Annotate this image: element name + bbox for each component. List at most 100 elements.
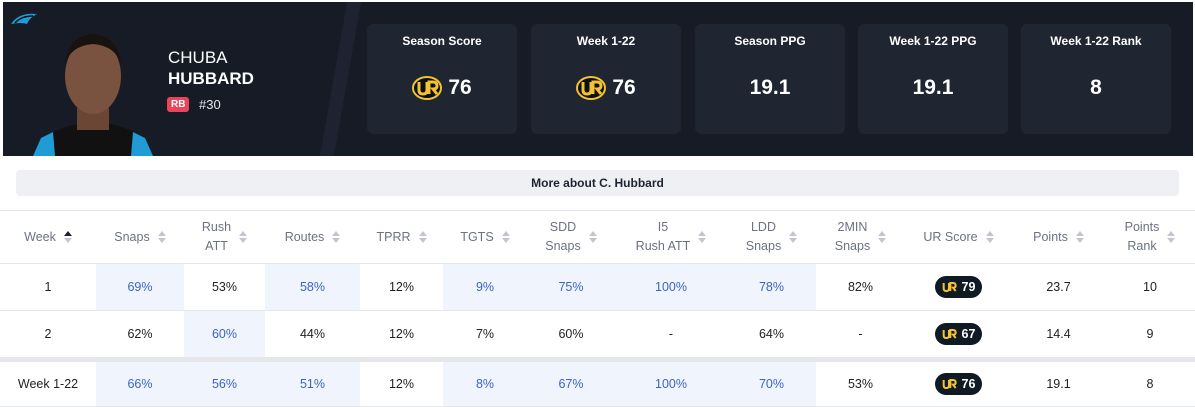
table-cell: 62% xyxy=(96,310,184,360)
sort-icon xyxy=(1167,231,1176,243)
header-inner: 2MIN Snaps xyxy=(835,218,887,256)
player-header: CHUBA HUBBARD RB #30 Season Score 76 Week … xyxy=(3,2,1193,156)
sort-icon xyxy=(332,231,341,243)
stat-label: Week 1-22 xyxy=(576,34,636,48)
column-header[interactable]: SDD Snaps xyxy=(527,210,615,264)
stat-value: 76 xyxy=(612,76,636,99)
column-header[interactable]: 2MIN Snaps xyxy=(816,210,905,264)
table-cell: 66% xyxy=(96,357,184,407)
cell-text: 60% xyxy=(211,327,238,341)
header-text: LDD Snaps xyxy=(745,220,782,253)
stat-value-wrap: 8 xyxy=(1021,76,1171,100)
total-row: Week 1-22 66% 56% 51% 12% 8% 67% 100% 70% 53% 76 19… xyxy=(0,357,1195,407)
header-inner: Snaps xyxy=(114,228,166,247)
cell-text: 69% xyxy=(127,280,153,294)
stat-value-wrap: 19.1 xyxy=(695,76,845,100)
stat-value: 76 xyxy=(448,76,472,99)
player-photo xyxy=(33,34,153,156)
sort-icon xyxy=(588,231,597,243)
column-header[interactable]: Snaps xyxy=(96,210,184,264)
header-text: UR Score xyxy=(923,229,978,244)
sort-icon xyxy=(789,231,798,243)
cell-text: Week 1-22 xyxy=(17,377,79,391)
cell-text: 66% xyxy=(127,377,153,391)
cell-text: 62% xyxy=(127,327,153,341)
ur-score: 76 xyxy=(961,377,976,391)
table-cell: 19.1 xyxy=(1012,357,1105,407)
column-header[interactable]: TPRR xyxy=(360,210,443,264)
stat-value-wrap: 19.1 xyxy=(858,76,1008,100)
cell-text: 67% xyxy=(558,377,584,391)
table-cell: 70% xyxy=(727,357,816,407)
table-cell: 58% xyxy=(265,263,360,311)
header-text: Points Rank xyxy=(1124,220,1160,253)
table-cell: 23.7 xyxy=(1012,263,1105,311)
sort-icon xyxy=(157,231,166,243)
header-inner: Week xyxy=(24,228,72,247)
table-cell: - xyxy=(615,310,727,360)
table-cell: 67 xyxy=(905,310,1012,360)
more-button[interactable]: More about C. Hubbard xyxy=(16,170,1179,196)
sort-icon xyxy=(418,231,427,243)
table-row: 1 69% 53% 58% 12% 9% 75% 100% 78% 82% 79 23.7 10 xyxy=(0,263,1195,311)
header-text: Rush ATT xyxy=(201,220,232,253)
cell-text: 9 xyxy=(1146,327,1154,341)
table-cell: 67% xyxy=(527,357,615,407)
table-cell: 8 xyxy=(1105,357,1195,407)
sort-icon xyxy=(63,231,72,243)
ur-icon xyxy=(412,76,443,100)
cell-text: 9% xyxy=(475,280,495,294)
column-header[interactable]: LDD Snaps xyxy=(727,210,816,264)
column-header[interactable]: Week xyxy=(0,210,96,264)
table-cell: 75% xyxy=(527,263,615,311)
ur-icon xyxy=(942,379,957,390)
ur-score: 67 xyxy=(961,327,976,341)
table-cell: 100% xyxy=(615,263,727,311)
column-header[interactable]: TGTS xyxy=(443,210,527,264)
table-cell: 1 xyxy=(0,263,96,311)
stat-label: Season Score xyxy=(402,34,482,48)
header-text: Snaps xyxy=(114,229,150,244)
cell-text: 19.1 xyxy=(1046,377,1071,391)
column-header[interactable]: Routes xyxy=(265,210,360,264)
table-cell: 9% xyxy=(443,263,527,311)
table-cell: 69% xyxy=(96,263,184,311)
header-inner: I5 Rush ATT xyxy=(636,218,707,256)
cell-text: 8% xyxy=(475,377,495,391)
header-text: SDD Snaps xyxy=(545,220,581,253)
last-name: HUBBARD xyxy=(168,69,254,88)
table-cell: 44% xyxy=(265,310,360,360)
column-header[interactable]: Points xyxy=(1012,210,1105,264)
table-cell: 60% xyxy=(527,310,615,360)
ur-badge: 76 xyxy=(934,373,983,395)
table-cell: 64% xyxy=(727,310,816,360)
header-inner: SDD Snaps xyxy=(545,218,597,256)
table-cell: Week 1-22 xyxy=(0,357,96,407)
stat-value: 19.1 xyxy=(749,76,791,99)
cell-text: 51% xyxy=(299,377,326,391)
table-cell: 10 xyxy=(1105,263,1195,311)
column-header[interactable]: UR Score xyxy=(905,210,1012,264)
column-header[interactable]: Points Rank xyxy=(1105,210,1195,264)
cell-text: 82% xyxy=(847,280,874,294)
cell-text: 58% xyxy=(299,280,326,294)
position-tag: RB xyxy=(167,97,190,112)
header-inner: TPRR xyxy=(376,228,427,247)
column-header[interactable]: Rush ATT xyxy=(184,210,265,264)
cell-text: - xyxy=(858,327,863,341)
sort-icon xyxy=(1075,231,1084,243)
table-cell: 12% xyxy=(360,310,443,360)
cell-text: 78% xyxy=(758,280,785,294)
table-cell: 7% xyxy=(443,310,527,360)
ur-score: 79 xyxy=(961,280,976,294)
cell-text: 2 xyxy=(44,327,52,341)
cell-text: 100% xyxy=(655,377,687,391)
divider xyxy=(317,2,363,156)
header-text: Week xyxy=(24,229,56,244)
column-header[interactable]: I5 Rush ATT xyxy=(615,210,727,264)
table-cell: 53% xyxy=(816,357,905,407)
stat-card: Week 1-22 Rank 8 xyxy=(1021,24,1171,134)
stats-table: Week Snaps Rush ATT Routes TPRR TGTS SDD Snaps… xyxy=(0,210,1195,407)
cell-text: 23.7 xyxy=(1046,280,1071,294)
cell-text: 53% xyxy=(847,377,874,391)
